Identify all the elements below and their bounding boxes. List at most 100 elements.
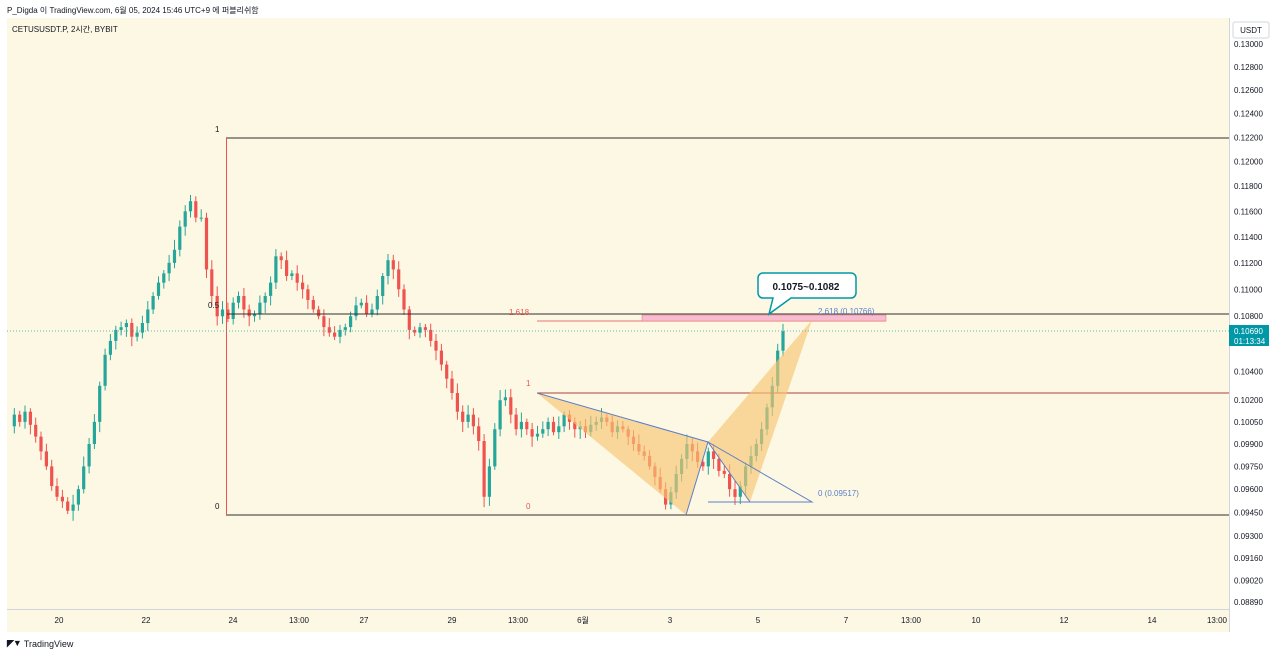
- price-tick-label: 0.11800: [1234, 182, 1263, 191]
- price-tick-label: 0.10050: [1234, 418, 1263, 427]
- candle-body: [242, 296, 246, 310]
- candle-body: [210, 269, 214, 296]
- tradingview-brand: TradingView: [23, 638, 74, 649]
- currency-box[interactable]: [1232, 21, 1270, 39]
- price-tick-label: 0.09160: [1234, 554, 1263, 563]
- footer: ◤▼ TradingView: [0, 632, 1280, 654]
- price-tick-label: 0.09600: [1234, 485, 1263, 494]
- price-tick-label: 0.09900: [1234, 440, 1263, 449]
- candle-body: [349, 316, 353, 328]
- time-tick-label: 13:00: [1207, 616, 1228, 625]
- candle-body: [407, 309, 411, 330]
- candle-body: [546, 421, 550, 430]
- candle-body: [39, 436, 43, 452]
- price-tick-label: 0.10800: [1234, 312, 1263, 321]
- time-tick-label: 12: [1060, 616, 1069, 625]
- candle-body: [343, 327, 347, 330]
- time-tick-label: 3: [668, 616, 673, 625]
- candle-body: [60, 496, 64, 502]
- candle-body: [557, 426, 561, 433]
- pattern-outline: [536, 392, 751, 516]
- candle-body: [82, 466, 86, 490]
- candle-body: [439, 350, 443, 365]
- time-tick-label: 14: [1148, 616, 1157, 625]
- publish-header: P_Digda 이 TradingView.com, 6월 05, 2024 1…: [0, 0, 1280, 18]
- candle-body: [215, 296, 219, 317]
- candle-body: [733, 489, 737, 497]
- candle-body: [386, 260, 390, 276]
- tradingview-logo[interactable]: ◤▼ TradingView: [7, 638, 73, 649]
- candle-body: [279, 256, 283, 261]
- candle-body: [183, 211, 187, 227]
- projection-triangle: [707, 441, 814, 503]
- price-tick-label: 0.12000: [1234, 158, 1263, 167]
- candle-body: [450, 378, 454, 393]
- candle-body: [98, 385, 102, 422]
- candle-body: [124, 323, 128, 328]
- ext-label-1618: 1.618: [509, 308, 530, 317]
- candle-body: [119, 327, 123, 330]
- candle-body: [199, 217, 203, 219]
- candle-body: [162, 273, 166, 283]
- candle-body: [231, 302, 235, 319]
- candle-body: [204, 217, 209, 270]
- candle-body: [172, 249, 177, 263]
- candle-body: [562, 414, 566, 427]
- tradingview-mark-icon: ◤▼: [7, 638, 22, 648]
- candle-body: [66, 501, 70, 511]
- price-tick-label: 0.10400: [1234, 368, 1263, 377]
- candle-body: [461, 411, 465, 422]
- candle-body: [375, 296, 379, 310]
- time-axis[interactable]: 20 22 24 13:00 27 29 13:00 6월 3 5 7 13:00 10 12 14 13:0…: [55, 615, 1228, 625]
- current-price-value: 0.10690: [1234, 327, 1263, 336]
- time-tick-label: 10: [972, 616, 981, 625]
- candle-body: [413, 329, 417, 333]
- candle-body: [503, 397, 507, 401]
- candle-body: [423, 327, 427, 330]
- candle-body: [706, 451, 710, 467]
- candle-body: [301, 282, 305, 290]
- candle-body: [92, 421, 96, 444]
- candle-body: [455, 393, 459, 412]
- currency-label: USDT: [1240, 26, 1262, 35]
- candle-body: [717, 458, 721, 471]
- fib-label-1: 1: [215, 125, 220, 134]
- price-tick-label: 0.11400: [1234, 233, 1263, 242]
- candle-body: [359, 302, 363, 306]
- price-axis-background: [1229, 18, 1280, 609]
- price-tick-label: 0.09450: [1234, 508, 1263, 517]
- candle-body: [28, 411, 32, 425]
- candle-body: [477, 426, 481, 441]
- candle-body: [194, 201, 198, 218]
- candle-body: [381, 276, 385, 296]
- time-tick-label: 7: [844, 616, 849, 625]
- candle-body: [178, 226, 182, 250]
- candle-body: [354, 305, 358, 317]
- time-tick-label: 5: [756, 616, 761, 625]
- callout-text: 0.1075~0.1082: [772, 282, 839, 293]
- price-axis[interactable]: USDT 0.13000 0.12800 0.12600 0.12400 0.12200…: [1229, 21, 1270, 607]
- candle-body: [445, 364, 449, 379]
- candle-body: [738, 486, 742, 497]
- pattern-triangle-left: [537, 393, 708, 515]
- candle-body: [482, 441, 486, 497]
- candle-body: [541, 429, 545, 434]
- candle-body: [167, 262, 171, 274]
- candle-body: [781, 331, 785, 351]
- candle-body: [391, 260, 395, 270]
- publish-attribution: P_Digda 이 TradingView.com, 6월 05, 2024 1…: [7, 6, 259, 15]
- candle-body: [509, 397, 513, 415]
- candle-body: [114, 329, 118, 341]
- candle-body: [551, 421, 556, 433]
- candle-body: [12, 414, 16, 427]
- price-tick-label: 0.09750: [1234, 462, 1263, 471]
- candle-body: [317, 309, 321, 317]
- current-price-badge: [1229, 325, 1269, 346]
- candle-body: [274, 256, 278, 283]
- candle-body: [252, 313, 257, 317]
- candle-body: [146, 309, 150, 324]
- candle-body: [487, 466, 491, 497]
- candle-body: [87, 444, 91, 467]
- candle-body: [327, 327, 331, 333]
